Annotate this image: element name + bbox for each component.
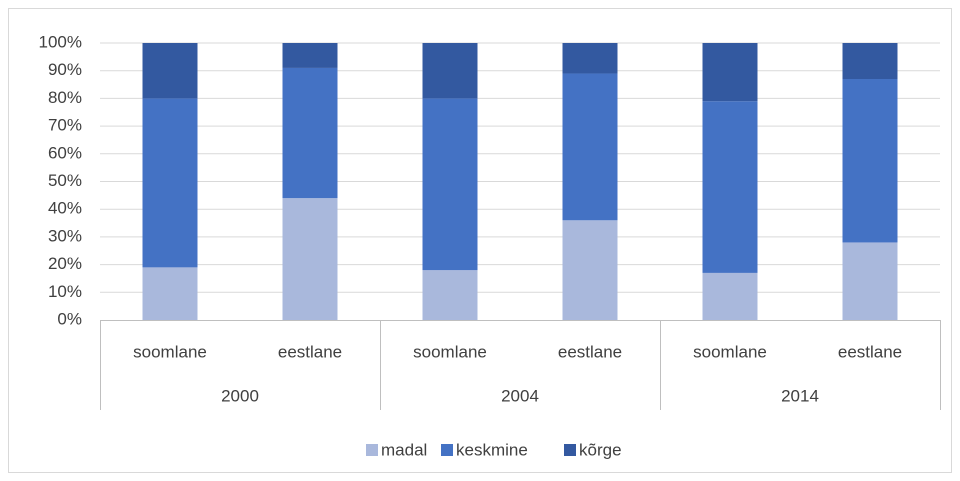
legend-label: madal: [381, 440, 427, 459]
x-tick-label: eestlane: [558, 342, 622, 361]
legend-swatch: [366, 444, 378, 456]
legend-label: keskmine: [456, 440, 528, 459]
legend-swatch: [564, 444, 576, 456]
y-tick-label: 90%: [48, 60, 82, 79]
y-tick-label: 70%: [48, 116, 82, 135]
legend-label: kõrge: [579, 440, 622, 459]
bar-segment: [142, 98, 198, 268]
bar-segment: [562, 73, 618, 221]
y-tick-label: 80%: [48, 88, 82, 107]
bar-segment: [422, 43, 478, 99]
bar-segment: [422, 270, 478, 320]
bar-segment: [702, 43, 758, 102]
bar-segment: [142, 267, 198, 320]
bar-segment: [282, 67, 338, 199]
bar-segment: [842, 242, 898, 320]
y-tick-label: 0%: [57, 309, 82, 328]
x-tick-label: soomlane: [693, 342, 767, 361]
bar-segment: [702, 272, 758, 320]
x-tick-label: eestlane: [838, 342, 902, 361]
y-tick-label: 100%: [39, 32, 82, 51]
group-label: 2014: [781, 386, 819, 405]
bar-segment: [842, 79, 898, 243]
x-tick-label: eestlane: [278, 342, 342, 361]
bar-segment: [282, 43, 338, 68]
bar-segment: [562, 220, 618, 320]
bar-segment: [422, 98, 478, 271]
legend-swatch: [441, 444, 453, 456]
bar-segment: [702, 101, 758, 273]
y-tick-label: 20%: [48, 254, 82, 273]
group-label: 2000: [221, 386, 259, 405]
bar-segment: [562, 43, 618, 74]
y-tick-label: 60%: [48, 143, 82, 162]
y-tick-label: 30%: [48, 226, 82, 245]
y-tick-label: 10%: [48, 282, 82, 301]
x-tick-label: soomlane: [413, 342, 487, 361]
x-tick-label: soomlane: [133, 342, 207, 361]
bar-segment: [142, 43, 198, 99]
bar-segment: [282, 198, 338, 320]
y-tick-label: 50%: [48, 171, 82, 190]
y-tick-label: 40%: [48, 199, 82, 218]
group-label: 2004: [501, 386, 539, 405]
bar-segment: [842, 43, 898, 80]
